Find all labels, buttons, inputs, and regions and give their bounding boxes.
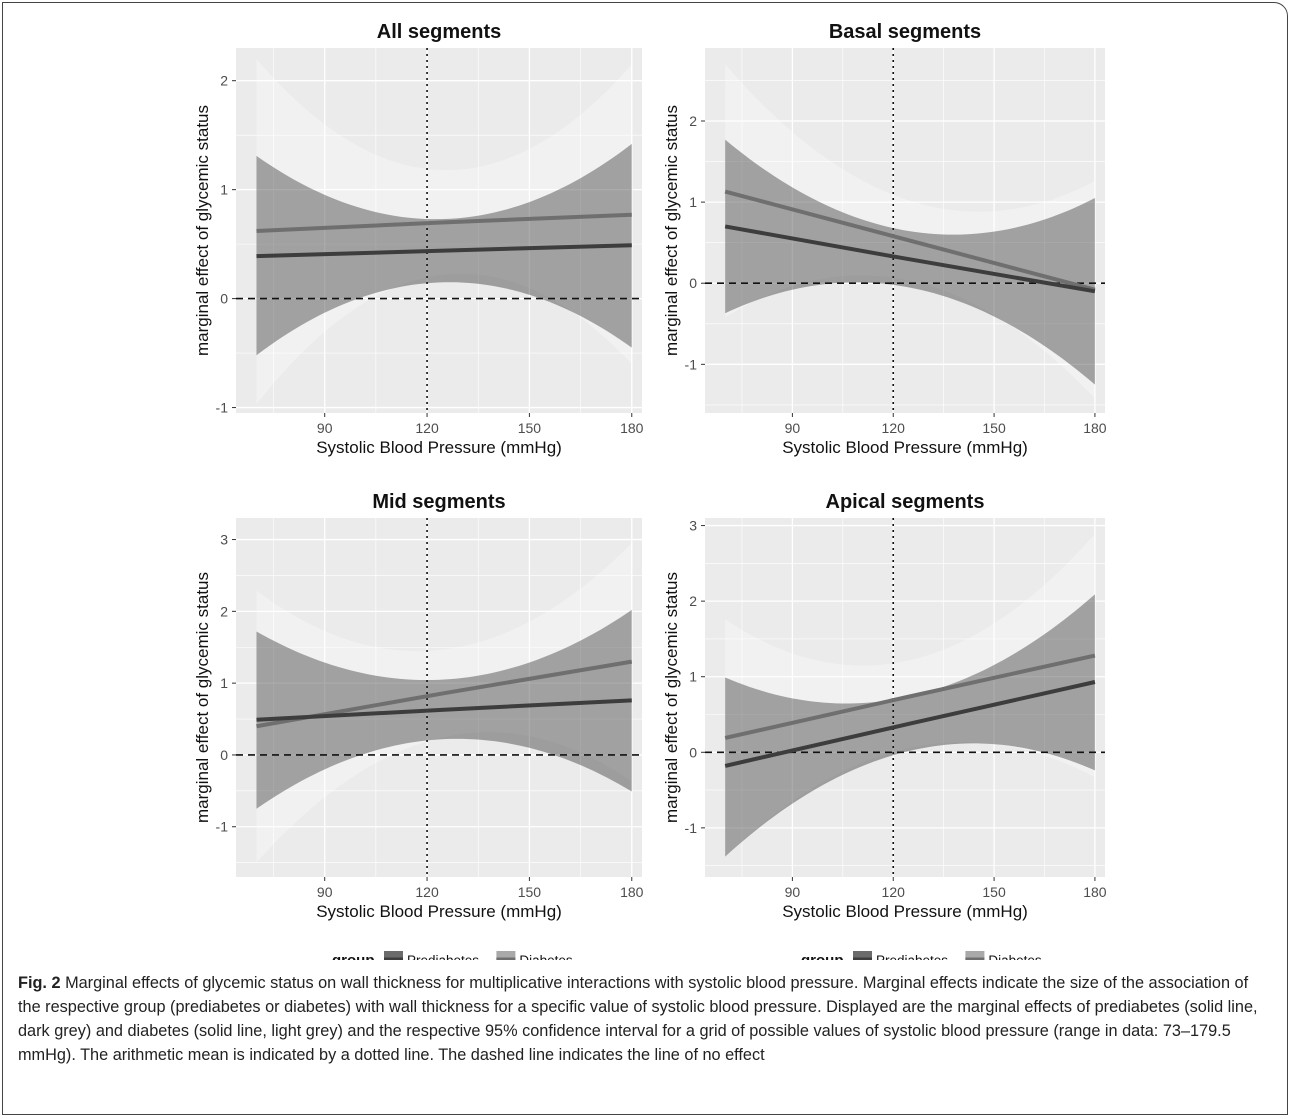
y-tick-label: -1 — [216, 819, 229, 835]
panel-apical-segments: 90 120 150 180 -1 0 1 2 3 Apical segments Systolic… — [662, 491, 1107, 921]
y-tick-label: 1 — [689, 194, 697, 210]
legend-label: Prediabetes — [876, 953, 948, 960]
x-tick-label: 180 — [1083, 420, 1107, 436]
legend-key-prediabetes — [853, 951, 872, 960]
x-tick-label: 150 — [982, 884, 1006, 900]
x-tick-label: 120 — [882, 884, 906, 900]
y-tick-label: 2 — [220, 73, 228, 89]
legend-label: Diabetes — [988, 953, 1042, 960]
figure-caption: Fig. 2 Marginal effects of glycemic stat… — [18, 971, 1274, 1067]
diabetes-ci-band — [256, 543, 632, 863]
x-axis-label: Systolic Blood Pressure (mmHg) — [782, 902, 1028, 921]
diabetes-line — [724, 189, 1096, 292]
y-tick-label: 0 — [689, 275, 697, 291]
y-tick-label: 0 — [220, 747, 228, 763]
panel-title: Mid segments — [372, 491, 505, 513]
prediabetes-line — [256, 698, 632, 722]
y-axis-label: marginal effect of glycemic status — [662, 572, 681, 823]
panel-basal-segments: 90 120 150 180 -1 0 1 2 Basal segments Systolic B… — [662, 21, 1107, 457]
x-tick-label: 150 — [982, 420, 1006, 436]
legend-swatch — [496, 951, 516, 960]
y-tick-label: -1 — [216, 400, 229, 416]
x-axis-label: Systolic Blood Pressure (mmHg) — [316, 902, 562, 921]
x-tick-label: 120 — [415, 420, 439, 436]
y-tick-label: 1 — [220, 182, 228, 198]
y-tick-label: 1 — [689, 669, 697, 685]
legend-key-diabetes — [496, 951, 516, 960]
y-tick-label: -1 — [685, 820, 698, 836]
prediabetes-line — [724, 224, 1096, 294]
legend-title: group — [332, 952, 375, 960]
panel-background — [705, 48, 1105, 413]
panel-all-segments: 90 120 150 180 -1 0 1 2 All segments Systolic Blo… — [193, 21, 644, 457]
diabetes-line — [256, 212, 632, 234]
x-tick-label: 150 — [518, 884, 542, 900]
panel-title: Apical segments — [826, 491, 985, 513]
legend-label: Diabetes — [519, 953, 573, 960]
diabetes-ci-band — [256, 58, 632, 405]
x-tick-label: 120 — [415, 884, 439, 900]
y-axis-label: marginal effect of glycemic status — [193, 572, 212, 823]
y-tick-label: 0 — [220, 291, 228, 307]
y-tick-label: 0 — [689, 744, 697, 760]
x-tick-label: 180 — [620, 420, 644, 436]
x-tick-label: 90 — [785, 420, 801, 436]
y-tick-label: 3 — [689, 518, 697, 534]
gridlines — [236, 518, 642, 877]
caption-text: Marginal effects of glycemic status on w… — [18, 974, 1258, 1064]
panel-title: All segments — [377, 21, 501, 43]
x-tick-label: 180 — [620, 884, 644, 900]
y-tick-label: 3 — [220, 532, 228, 548]
diabetes-ci-band — [725, 64, 1095, 399]
panel-mid-segments: 90 120 150 180 -1 0 1 2 3 Mid segments Systolic Bl… — [193, 491, 644, 921]
legend-key-prediabetes — [384, 951, 403, 960]
legend-left: group Prediabetes Diabetes — [332, 951, 573, 960]
x-tick-label: 90 — [317, 420, 333, 436]
prediabetes-line — [724, 680, 1096, 768]
x-tick-label: 120 — [882, 420, 906, 436]
y-axis-label: marginal effect of glycemic status — [662, 105, 681, 356]
legend-swatch — [384, 951, 403, 960]
legend-right: group Prediabetes Diabetes — [801, 951, 1042, 960]
panel-background — [236, 518, 642, 877]
caption-label: Fig. 2 — [18, 974, 61, 992]
diabetes-line — [724, 653, 1096, 740]
x-tick-label: 90 — [785, 884, 801, 900]
x-tick-label: 90 — [317, 884, 333, 900]
panel-title: Basal segments — [829, 21, 981, 43]
legend-swatch — [965, 951, 985, 960]
legend-swatch — [853, 951, 872, 960]
y-tick-label: 2 — [689, 593, 697, 609]
gridlines — [705, 518, 1105, 877]
legend-title: group — [801, 952, 844, 960]
y-axis-label: marginal effect of glycemic status — [193, 105, 212, 356]
y-tick-label: 1 — [220, 675, 228, 691]
legend-key-diabetes — [965, 951, 985, 960]
y-tick-label: 2 — [689, 113, 697, 129]
prediabetes-line — [256, 243, 632, 259]
y-tick-label: -1 — [685, 356, 698, 372]
x-axis-label: Systolic Blood Pressure (mmHg) — [782, 438, 1028, 457]
y-tick-label: 2 — [220, 603, 228, 619]
x-tick-label: 150 — [518, 420, 542, 436]
legend-label: Prediabetes — [407, 953, 479, 960]
prediabetes-ci-band — [725, 139, 1095, 385]
x-axis-label: Systolic Blood Pressure (mmHg) — [316, 438, 562, 457]
x-tick-label: 180 — [1083, 884, 1107, 900]
